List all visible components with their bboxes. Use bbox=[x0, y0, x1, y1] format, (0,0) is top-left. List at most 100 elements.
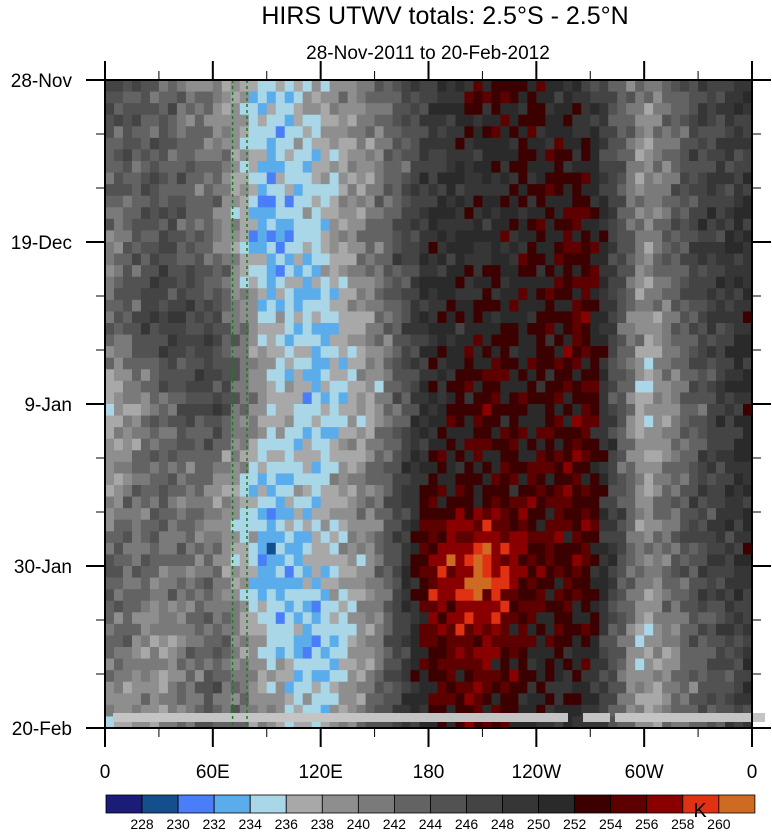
heatmap-cell bbox=[473, 218, 484, 232]
heatmap-cell bbox=[455, 704, 466, 718]
heatmap-cell bbox=[689, 242, 699, 255]
heatmap-cell bbox=[149, 195, 160, 208]
heatmap-cell bbox=[743, 427, 753, 440]
heatmap-cell bbox=[185, 542, 196, 556]
heatmap-cell bbox=[158, 369, 169, 382]
heatmap-cell bbox=[446, 91, 457, 104]
heatmap-cell bbox=[437, 473, 448, 486]
heatmap-cell bbox=[131, 172, 142, 185]
heatmap-cell bbox=[410, 80, 421, 93]
x-tick-label: 180 bbox=[413, 762, 445, 783]
heatmap-cell bbox=[239, 612, 250, 625]
heatmap-cell bbox=[464, 218, 475, 232]
heatmap-cell bbox=[617, 184, 627, 197]
heatmap-cell bbox=[437, 195, 448, 208]
heatmap-cell bbox=[734, 589, 744, 602]
heatmap-cell bbox=[419, 311, 430, 324]
heatmap-cell bbox=[599, 635, 609, 648]
heatmap-cell bbox=[248, 137, 259, 151]
heatmap-cell bbox=[581, 623, 591, 637]
heatmap-cell bbox=[599, 623, 609, 637]
heatmap-cell bbox=[518, 288, 528, 301]
heatmap-cell bbox=[491, 369, 501, 382]
heatmap-cell bbox=[221, 681, 232, 694]
heatmap-cell bbox=[635, 207, 645, 220]
heatmap-cell bbox=[221, 716, 232, 729]
heatmap-cell bbox=[563, 508, 573, 521]
heatmap-cell bbox=[176, 276, 187, 289]
heatmap-cell bbox=[158, 577, 169, 590]
heatmap-cell bbox=[302, 635, 313, 648]
heatmap-cell bbox=[698, 276, 708, 289]
heatmap-cell bbox=[653, 230, 663, 243]
heatmap-cell bbox=[419, 623, 430, 637]
heatmap-cell bbox=[653, 161, 663, 174]
heatmap-cell bbox=[293, 288, 304, 301]
heatmap-cell bbox=[338, 357, 349, 370]
heatmap-cell bbox=[293, 404, 304, 417]
heatmap-cell bbox=[419, 137, 430, 151]
heatmap-cell bbox=[284, 415, 295, 428]
heatmap-cell bbox=[302, 91, 313, 104]
heatmap-cell bbox=[707, 427, 717, 440]
heatmap-cell bbox=[572, 612, 582, 625]
heatmap-cell bbox=[554, 670, 564, 683]
heatmap-cell bbox=[743, 184, 753, 197]
heatmap-cell bbox=[392, 299, 403, 313]
heatmap-cell bbox=[689, 126, 699, 139]
heatmap-cell bbox=[680, 172, 690, 185]
heatmap-cell bbox=[275, 103, 286, 116]
heatmap-cell bbox=[113, 114, 124, 127]
heatmap-cell bbox=[554, 600, 564, 613]
heatmap-cell bbox=[464, 392, 475, 405]
heatmap-cell bbox=[437, 704, 448, 718]
heatmap-cell bbox=[293, 427, 304, 440]
heatmap-cell bbox=[563, 218, 573, 232]
heatmap-cell bbox=[563, 311, 573, 324]
heatmap-cell bbox=[194, 80, 205, 93]
heatmap-cell bbox=[275, 276, 286, 289]
heatmap-cell bbox=[167, 137, 178, 151]
heatmap-cell bbox=[680, 230, 690, 243]
heatmap-cell bbox=[329, 600, 340, 613]
heatmap-cell bbox=[167, 218, 178, 232]
heatmap-cell bbox=[275, 114, 286, 127]
heatmap-cell bbox=[473, 334, 484, 347]
heatmap-cell bbox=[716, 218, 726, 232]
heatmap-cell bbox=[392, 531, 403, 544]
heatmap-cell bbox=[509, 704, 519, 718]
heatmap-cell bbox=[707, 554, 717, 567]
heatmap-cell bbox=[392, 623, 403, 637]
heatmap-cell bbox=[599, 404, 609, 417]
heatmap-cell bbox=[626, 438, 636, 451]
heatmap-cell bbox=[653, 299, 663, 313]
heatmap-cell bbox=[113, 531, 124, 544]
heatmap-cell bbox=[122, 589, 133, 602]
heatmap-cell bbox=[284, 114, 295, 127]
heatmap-cell bbox=[698, 427, 708, 440]
heatmap-cell bbox=[698, 172, 708, 185]
heatmap-cell bbox=[383, 589, 394, 602]
heatmap-cell bbox=[671, 334, 681, 347]
heatmap-cell bbox=[527, 612, 537, 625]
heatmap-cell bbox=[437, 114, 448, 127]
heatmap-cell bbox=[734, 311, 744, 324]
heatmap-cell bbox=[113, 427, 124, 440]
heatmap-cell bbox=[428, 161, 439, 174]
heatmap-cell bbox=[392, 670, 403, 683]
heatmap-cell bbox=[482, 242, 493, 255]
heatmap-cell bbox=[149, 427, 160, 440]
heatmap-cell bbox=[491, 380, 501, 394]
heatmap-cell bbox=[284, 184, 295, 197]
heatmap-cell bbox=[545, 450, 555, 463]
heatmap-cell bbox=[725, 623, 735, 637]
heatmap-cell bbox=[338, 427, 349, 440]
heatmap-cell bbox=[617, 380, 627, 394]
heatmap-cell bbox=[113, 276, 124, 289]
heatmap-cell bbox=[266, 218, 277, 232]
heatmap-cell bbox=[545, 276, 555, 289]
heatmap-cell bbox=[671, 357, 681, 370]
heatmap-cell bbox=[158, 346, 169, 359]
heatmap-cell bbox=[482, 670, 493, 683]
